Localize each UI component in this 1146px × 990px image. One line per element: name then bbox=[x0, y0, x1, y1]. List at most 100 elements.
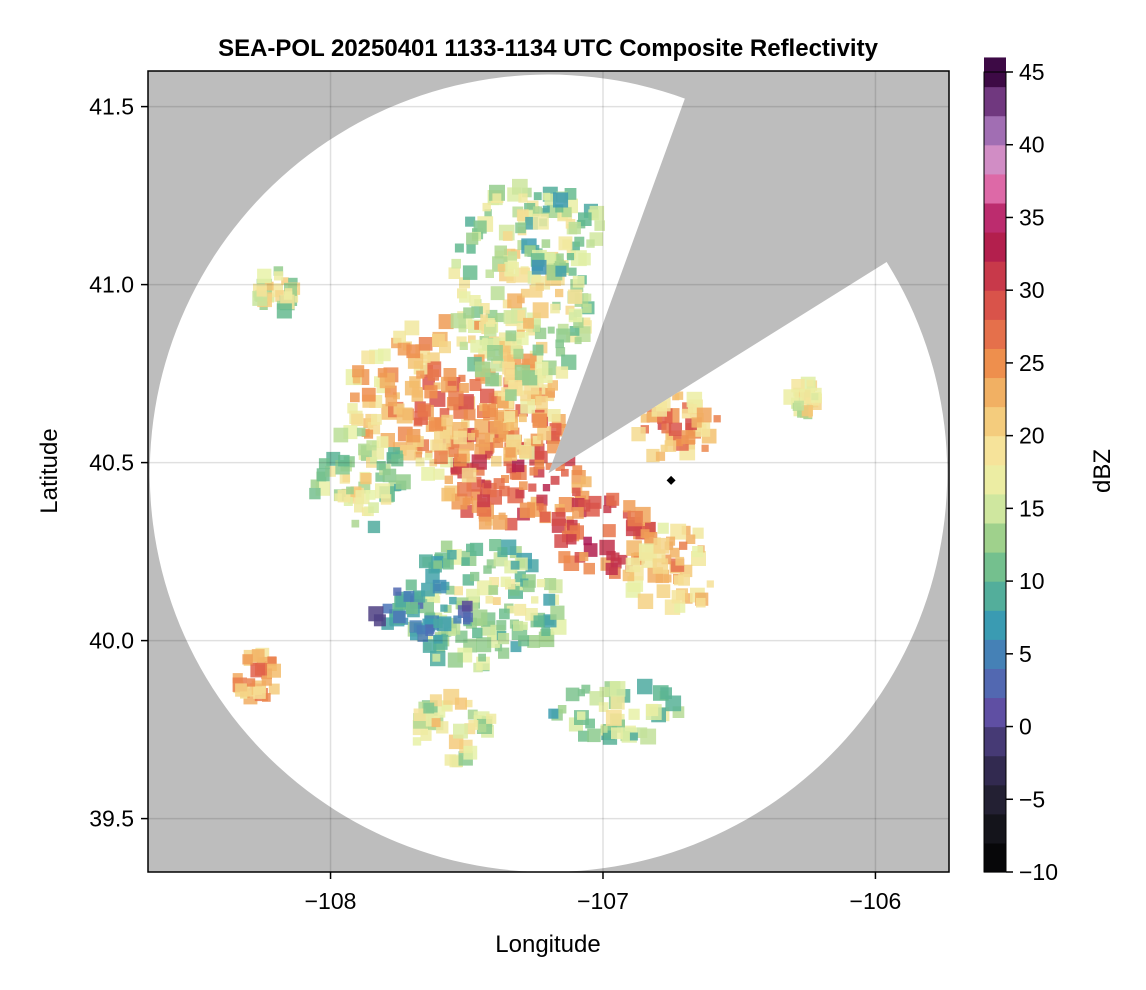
echo-cell bbox=[465, 216, 476, 227]
echo-cell bbox=[433, 560, 442, 570]
echo-cell bbox=[522, 580, 535, 593]
echo-cell bbox=[342, 474, 351, 483]
x-tick-label: −108 bbox=[305, 888, 357, 914]
echo-cell bbox=[273, 266, 284, 276]
echo-cell bbox=[555, 347, 566, 357]
echo-cell bbox=[537, 426, 552, 441]
echo-cell bbox=[528, 483, 537, 492]
echo-cell bbox=[534, 361, 549, 376]
colorbar-swatch bbox=[984, 726, 1006, 757]
echo-cell bbox=[421, 467, 435, 481]
echo-cell bbox=[582, 303, 592, 313]
echo-cell bbox=[475, 467, 485, 476]
echo-cell bbox=[547, 380, 558, 391]
echo-cell bbox=[567, 289, 583, 304]
echo-cell bbox=[518, 414, 527, 423]
echo-cell bbox=[533, 615, 545, 627]
echo-cell bbox=[493, 337, 505, 349]
plot-area bbox=[148, 71, 949, 872]
echo-cell bbox=[564, 188, 577, 200]
echo-cell bbox=[235, 683, 249, 697]
echo-cell bbox=[450, 313, 466, 329]
echo-cell bbox=[520, 399, 535, 414]
echo-cell bbox=[577, 711, 586, 720]
echo-cell bbox=[384, 385, 397, 398]
echo-cell bbox=[354, 503, 364, 513]
echo-cell bbox=[805, 397, 813, 405]
echo-cell bbox=[569, 326, 580, 336]
echo-region-southeast-band bbox=[622, 522, 714, 615]
echo-cell bbox=[610, 552, 620, 562]
echo-cell bbox=[448, 628, 456, 636]
echo-cell bbox=[487, 345, 503, 361]
echo-cell bbox=[599, 539, 615, 556]
echo-cell bbox=[505, 330, 517, 342]
echo-cell bbox=[488, 585, 499, 595]
echo-cell bbox=[551, 512, 566, 526]
echo-cell bbox=[631, 427, 646, 442]
colorbar-frame bbox=[983, 71, 1007, 873]
echo-cell bbox=[382, 603, 393, 614]
echo-cell bbox=[670, 523, 687, 540]
echo-cell bbox=[524, 203, 536, 215]
echo-cell bbox=[561, 207, 572, 218]
echo-cell bbox=[574, 236, 585, 247]
echo-cell bbox=[283, 291, 293, 300]
echo-cell bbox=[555, 366, 569, 379]
echo-cell bbox=[669, 547, 680, 558]
echo-cell bbox=[645, 521, 656, 533]
echo-cell bbox=[561, 468, 569, 477]
y-tick-label: 41.5 bbox=[89, 94, 134, 120]
echo-cell bbox=[598, 702, 609, 712]
echo-cell bbox=[566, 534, 577, 545]
echo-cell bbox=[334, 493, 342, 501]
chart-title: SEA-POL 20250401 1133-1134 UTC Composite… bbox=[218, 35, 879, 62]
echo-region-southeast-core bbox=[551, 492, 656, 579]
echo-cell bbox=[531, 596, 539, 604]
echo-cell bbox=[427, 369, 439, 381]
echo-cell bbox=[503, 457, 512, 467]
echo-cell bbox=[554, 534, 568, 548]
echo-cell bbox=[572, 507, 584, 519]
echo-cell bbox=[433, 468, 445, 480]
echo-cell bbox=[467, 599, 479, 610]
colorbar-tick-label: 15 bbox=[1019, 495, 1045, 521]
echo-cell bbox=[548, 708, 559, 719]
echo-cell bbox=[672, 706, 685, 718]
echo-cell bbox=[545, 388, 555, 398]
echo-cell bbox=[484, 209, 492, 217]
echo-cell bbox=[413, 708, 427, 721]
echo-cell bbox=[555, 461, 565, 471]
colorbar-swatch bbox=[984, 435, 1006, 466]
echo-cell bbox=[434, 427, 450, 444]
echo-cell bbox=[391, 454, 404, 467]
echo-cell bbox=[467, 709, 478, 720]
echo-cell bbox=[453, 586, 463, 596]
echo-cell bbox=[406, 344, 421, 359]
echo-cell bbox=[267, 656, 277, 666]
grid-lines bbox=[148, 71, 949, 872]
echo-cell bbox=[551, 432, 560, 442]
echo-cell bbox=[473, 220, 487, 234]
echo-cell bbox=[585, 718, 595, 729]
echo-cell bbox=[532, 413, 547, 428]
echo-cell bbox=[499, 608, 510, 620]
echo-cell bbox=[625, 557, 641, 573]
echo-cell bbox=[611, 727, 623, 740]
echo-cell bbox=[485, 318, 495, 327]
echo-cell bbox=[545, 462, 553, 470]
echo-cell bbox=[478, 653, 486, 662]
echo-cell bbox=[506, 274, 516, 284]
echo-cell bbox=[555, 265, 567, 277]
colorbar-swatch bbox=[984, 755, 1006, 786]
echo-cell bbox=[346, 486, 354, 495]
echo-cell bbox=[504, 411, 516, 423]
echo-cell bbox=[459, 291, 471, 303]
echo-cell bbox=[253, 686, 266, 699]
echo-cell bbox=[438, 314, 454, 330]
colorbar-swatch bbox=[984, 173, 1006, 204]
echo-cell bbox=[478, 348, 489, 359]
echo-cell bbox=[794, 400, 804, 411]
echo-cell bbox=[375, 472, 385, 482]
echo-cell bbox=[416, 370, 425, 379]
